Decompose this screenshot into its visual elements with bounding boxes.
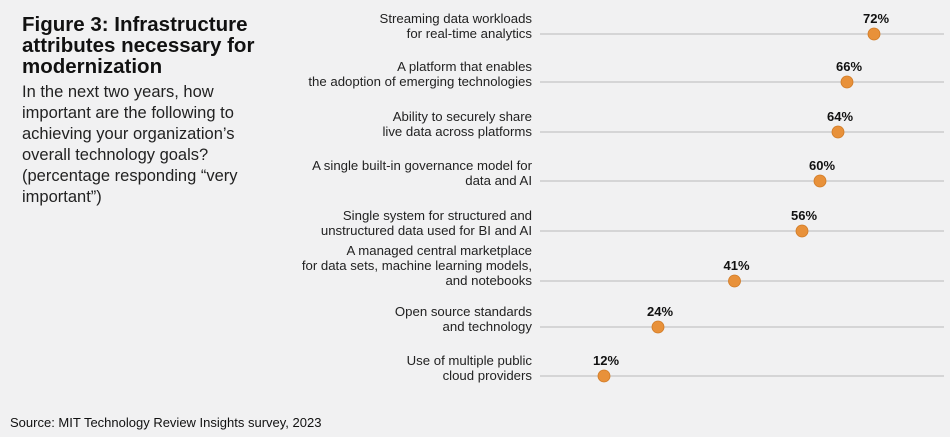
data-point (831, 125, 845, 139)
data-point (795, 224, 809, 238)
category-label: A managed central marketplace for data se… (302, 243, 533, 288)
category-label: A platform that enables the adoption of e… (308, 59, 532, 89)
data-point (840, 75, 854, 89)
data-label: 66% (836, 59, 862, 74)
data-label: 24% (647, 304, 673, 319)
data-label: 72% (863, 11, 889, 26)
category-label: Open source standards and technology (395, 304, 532, 334)
data-label: 56% (791, 208, 817, 223)
data-label: 41% (723, 258, 749, 273)
data-point (813, 174, 827, 188)
category-label: Use of multiple public cloud providers (407, 353, 533, 383)
source-note: Source: MIT Technology Review Insights s… (10, 415, 322, 430)
category-label: A single built-in governance model for da… (312, 158, 533, 188)
data-point (867, 27, 881, 41)
data-point (651, 320, 665, 334)
category-label: Ability to securely share live data acros… (382, 109, 532, 139)
data-label: 60% (809, 158, 835, 173)
category-label: Single system for structured and unstruct… (321, 208, 532, 238)
category-label: Streaming data workloads for real-time an… (380, 11, 533, 41)
data-point (728, 274, 741, 288)
figure-title: Figure 3: Infrastructure attributes nece… (22, 13, 255, 78)
data-label: 64% (827, 109, 853, 124)
data-point (597, 369, 611, 383)
data-label: 12% (593, 353, 619, 368)
figure-subtitle: In the next two years, how important are… (22, 83, 238, 206)
